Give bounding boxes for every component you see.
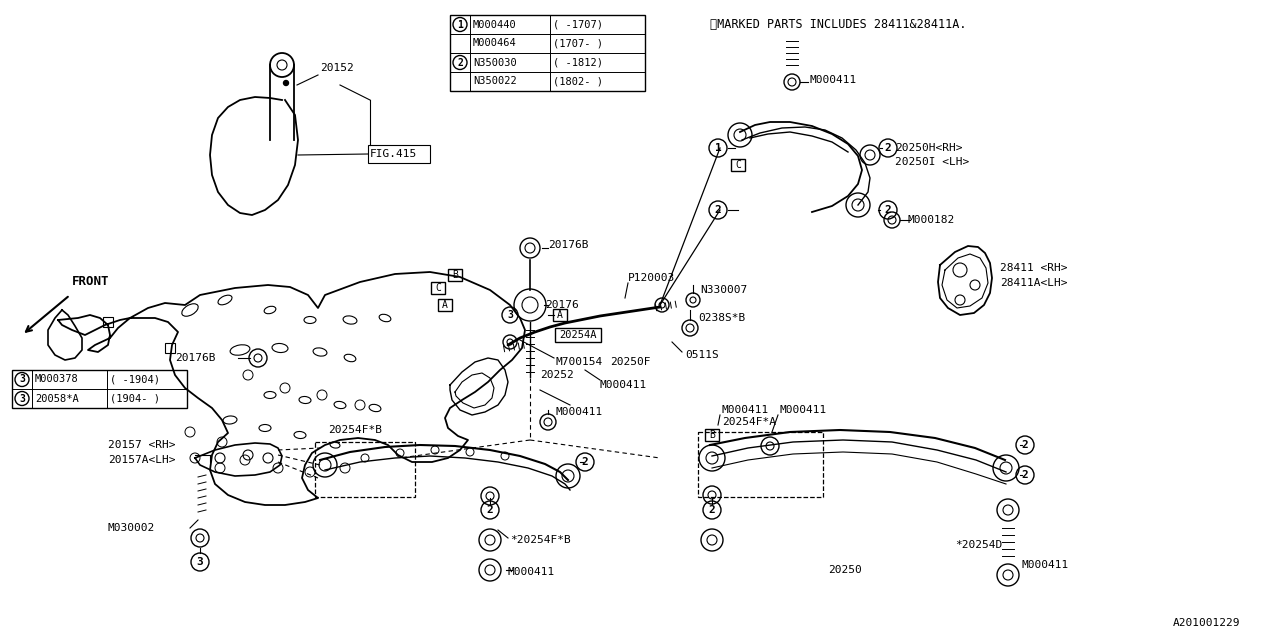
Text: A201001229: A201001229 (1172, 618, 1240, 628)
Text: B: B (709, 430, 716, 440)
Text: M000411: M000411 (1021, 560, 1069, 570)
Text: 20157A<LH>: 20157A<LH> (108, 455, 175, 465)
Text: 28411A<LH>: 28411A<LH> (1000, 278, 1068, 288)
Text: 20250I <LH>: 20250I <LH> (895, 157, 969, 167)
Bar (556, 328, 602, 342)
Text: 0238S*B: 0238S*B (698, 313, 745, 323)
Text: ( -1812): ( -1812) (553, 58, 603, 67)
Text: 3: 3 (19, 394, 24, 403)
Text: 2: 2 (457, 58, 463, 67)
Text: 2: 2 (884, 143, 891, 153)
Text: 20252: 20252 (540, 370, 573, 380)
Text: *20254F*B: *20254F*B (509, 535, 571, 545)
Text: 20152: 20152 (320, 63, 353, 73)
Bar (698, 432, 823, 497)
Bar (102, 317, 113, 327)
Text: 3: 3 (19, 374, 24, 385)
Text: (1707- ): (1707- ) (553, 38, 603, 49)
Bar (315, 442, 415, 497)
Text: 20254F*B: 20254F*B (328, 425, 381, 435)
Text: P120003: P120003 (628, 273, 676, 283)
Text: 1: 1 (457, 19, 463, 29)
Text: (1802- ): (1802- ) (553, 77, 603, 86)
Text: 2: 2 (714, 205, 722, 215)
Text: 20058*A: 20058*A (35, 394, 79, 403)
Text: 3: 3 (197, 557, 204, 567)
Text: M000464: M000464 (474, 38, 517, 49)
Text: N350022: N350022 (474, 77, 517, 86)
Bar (451, 15, 645, 91)
Text: 20176B: 20176B (548, 240, 589, 250)
Text: *20254D: *20254D (955, 540, 1002, 550)
Text: C: C (435, 283, 440, 293)
Text: M700154: M700154 (556, 357, 603, 367)
Text: (1904- ): (1904- ) (110, 394, 160, 403)
Text: M000182: M000182 (908, 215, 955, 225)
Text: FIG.415: FIG.415 (370, 149, 417, 159)
Text: M000411: M000411 (722, 405, 769, 415)
Bar (369, 145, 430, 163)
Text: 0511S: 0511S (685, 350, 719, 360)
Text: ( -1707): ( -1707) (553, 19, 603, 29)
Text: M000378: M000378 (35, 374, 79, 385)
Text: N330007: N330007 (700, 285, 748, 295)
Text: 20176: 20176 (545, 300, 579, 310)
Bar (165, 343, 175, 353)
Bar (431, 282, 445, 294)
Circle shape (283, 81, 288, 86)
Text: A: A (442, 300, 448, 310)
Bar (438, 299, 452, 311)
Text: B: B (452, 270, 458, 280)
Text: M000411: M000411 (508, 567, 556, 577)
Text: A: A (557, 310, 563, 320)
Text: 2: 2 (709, 505, 716, 515)
Text: 20250H<RH>: 20250H<RH> (895, 143, 963, 153)
Text: M000411: M000411 (600, 380, 648, 390)
Text: 28411 <RH>: 28411 <RH> (1000, 263, 1068, 273)
Text: 2: 2 (486, 505, 493, 515)
Text: 2: 2 (581, 457, 589, 467)
Text: 20254A: 20254A (559, 330, 596, 340)
Text: N350030: N350030 (474, 58, 517, 67)
Bar (705, 429, 719, 441)
Text: 2: 2 (1021, 440, 1028, 450)
Bar (448, 269, 462, 281)
Text: M000411: M000411 (810, 75, 858, 85)
Text: 20250F: 20250F (611, 357, 650, 367)
Text: M000411: M000411 (780, 405, 827, 415)
Text: 3: 3 (507, 310, 513, 320)
Text: M000440: M000440 (474, 19, 517, 29)
Text: 20254F*A: 20254F*A (722, 417, 776, 427)
Text: 2: 2 (1021, 470, 1028, 480)
Bar (553, 309, 567, 321)
Text: 20250: 20250 (828, 565, 861, 575)
Text: ( -1904): ( -1904) (110, 374, 160, 385)
Text: ※MARKED PARTS INCLUDES 28411&28411A.: ※MARKED PARTS INCLUDES 28411&28411A. (710, 18, 966, 31)
Text: 20176B: 20176B (175, 353, 215, 363)
Text: C: C (735, 160, 741, 170)
Text: 1: 1 (714, 143, 722, 153)
Text: M030002: M030002 (108, 523, 155, 533)
Bar (12, 370, 187, 408)
Text: M000411: M000411 (556, 407, 603, 417)
Text: 2: 2 (884, 205, 891, 215)
Text: FRONT: FRONT (72, 275, 110, 288)
Text: 20157 <RH>: 20157 <RH> (108, 440, 175, 450)
Bar (731, 159, 745, 171)
